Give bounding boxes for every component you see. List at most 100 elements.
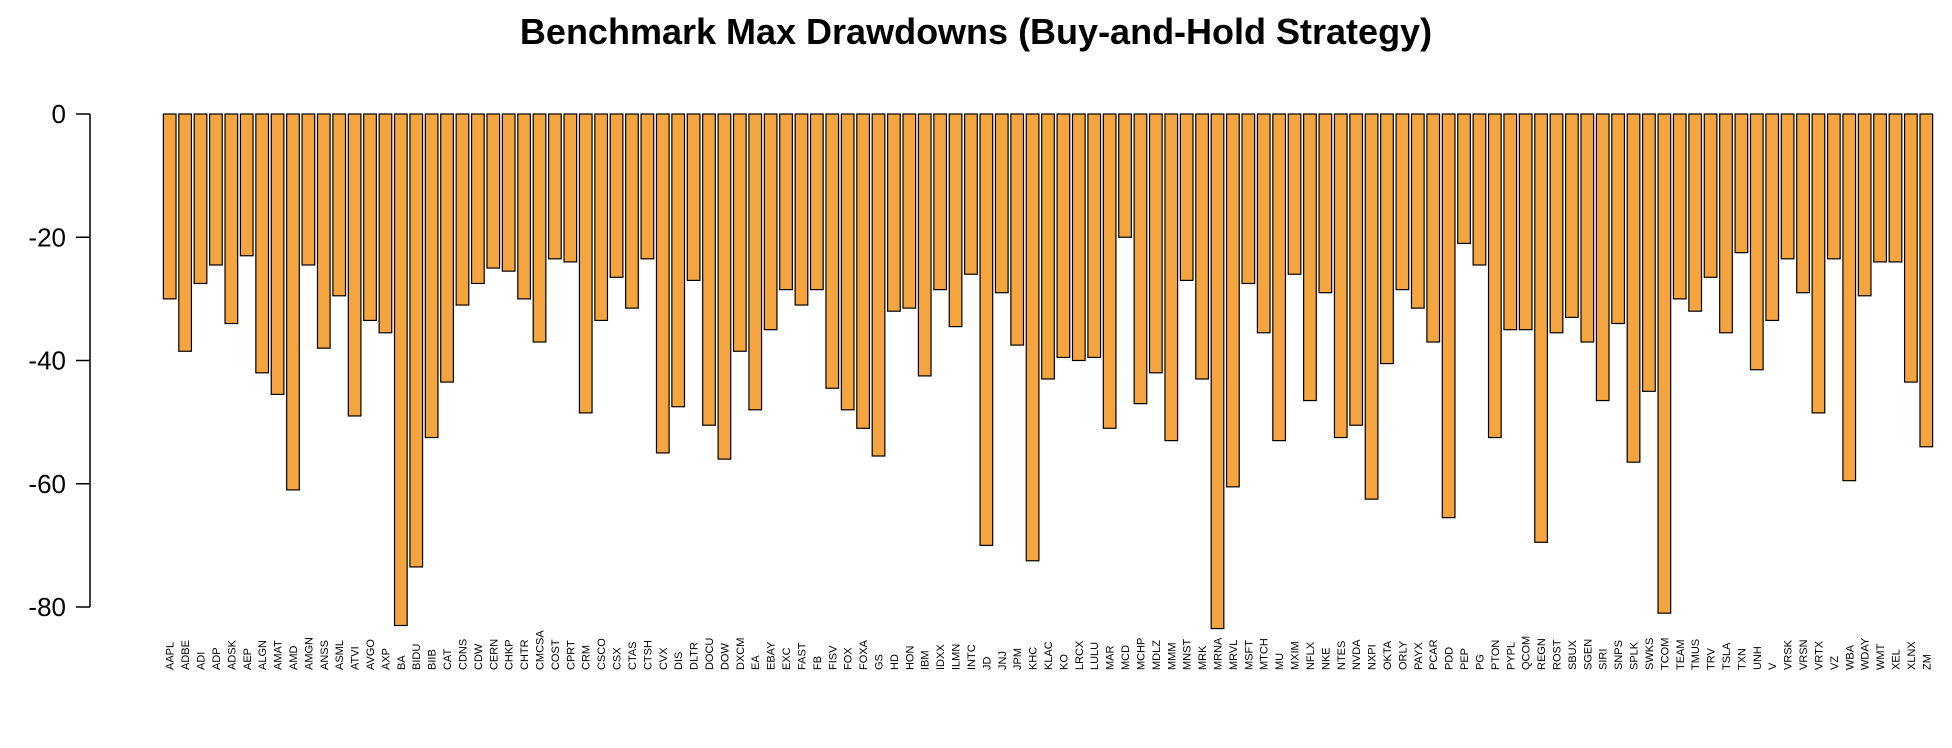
- bar-hon: [902, 113, 917, 309]
- x-tick-label-xlnx: XLNX: [1906, 641, 1918, 670]
- bar-pg: [1472, 113, 1487, 266]
- bar-nke: [1318, 113, 1333, 294]
- bar-wday: [1857, 113, 1872, 297]
- x-tick-label-wmt: WMT: [1875, 643, 1887, 670]
- bar-msft: [1241, 113, 1256, 285]
- bar-regn: [1534, 113, 1549, 543]
- x-tick-label-mtch: MTCH: [1259, 638, 1271, 670]
- x-tick-label-splk: SPLK: [1629, 641, 1641, 670]
- x-tick-label-dltr: DLTR: [689, 642, 701, 670]
- bar-ntes: [1333, 113, 1348, 439]
- bar-anss: [316, 113, 331, 349]
- bar-sbux: [1564, 113, 1579, 318]
- bar-mrk: [1195, 113, 1210, 380]
- bar-cdns: [455, 113, 470, 306]
- bar-mu: [1272, 113, 1287, 442]
- bar-amat: [270, 113, 285, 395]
- bar-jpm: [1010, 113, 1025, 346]
- x-tick-label-pg: PG: [1474, 654, 1486, 670]
- bar-exc: [779, 113, 793, 291]
- bar-mnst: [1179, 113, 1194, 281]
- x-tick-label-nflx: NFLX: [1305, 641, 1317, 670]
- x-tick-label-rost: ROST: [1551, 639, 1563, 670]
- x-tick-label-ctsh: CTSH: [642, 640, 654, 670]
- x-tick-label-adbe: ADBE: [180, 640, 192, 670]
- chart-title: Benchmark Max Drawdowns (Buy-and-Hold St…: [520, 11, 1432, 52]
- bar-idxx: [933, 113, 948, 291]
- x-tick-label-mxim: MXIM: [1290, 641, 1302, 670]
- x-tick-label-cdw: CDW: [473, 643, 485, 670]
- x-tick-label-vz: VZ: [1829, 656, 1841, 670]
- x-tick-label-v: V: [1767, 662, 1779, 670]
- x-tick-label-tcom: TCOM: [1659, 638, 1671, 670]
- bar-rost: [1549, 113, 1564, 334]
- bar-wmt: [1873, 113, 1887, 263]
- bar-ilmn: [948, 113, 963, 328]
- bar-team: [1672, 113, 1687, 300]
- bar-cost: [547, 113, 562, 260]
- x-tick-label-fast: FAST: [796, 642, 808, 670]
- bar-cat: [440, 113, 454, 383]
- bar-ea: [748, 113, 763, 411]
- bar-mrna: [1210, 113, 1225, 630]
- bar-cprt: [563, 113, 578, 263]
- x-tick-label-nke: NKE: [1320, 647, 1332, 670]
- x-tick-label-team: TEAM: [1675, 639, 1687, 670]
- bar-atvi: [347, 113, 362, 417]
- bar-tmus: [1688, 113, 1703, 312]
- x-tick-label-zm: ZM: [1921, 654, 1933, 670]
- bar-xel: [1888, 113, 1903, 263]
- x-tick-label-hon: HON: [904, 646, 916, 671]
- x-tick-label-csx: CSX: [612, 647, 624, 670]
- x-tick-label-cvx: CVX: [658, 647, 670, 670]
- x-tick-label-amgn: AMGN: [303, 637, 315, 670]
- bar-mchp: [1133, 113, 1148, 405]
- bar-aep: [239, 113, 254, 257]
- y-tick-label: -40: [28, 346, 66, 376]
- bar-intc: [964, 113, 978, 275]
- bar-mar: [1102, 113, 1117, 429]
- bar-jnj: [994, 113, 1009, 294]
- x-tick-label-mrna: MRNA: [1213, 637, 1225, 670]
- x-tick-label-pton: PTON: [1490, 640, 1502, 670]
- bar-biib: [424, 113, 439, 439]
- y-axis: 0 -20 -40 -60 -80: [28, 99, 91, 622]
- x-tick-label-chkp: CHKP: [504, 639, 516, 670]
- bar-cmcsa: [532, 113, 547, 343]
- bar-cvx: [655, 113, 670, 454]
- bar-ctas: [625, 113, 639, 309]
- bar-nxpi: [1364, 113, 1379, 500]
- bar-avgo: [363, 113, 377, 322]
- x-tick-label-ebay: EBAY: [766, 641, 778, 670]
- x-tick-label-wday: WDAY: [1860, 637, 1872, 670]
- bar-pdd: [1441, 113, 1456, 519]
- bar-nflx: [1303, 113, 1317, 402]
- y-tick-label: -60: [28, 469, 66, 499]
- bar-pton: [1487, 113, 1502, 439]
- x-tick-label-ko: KO: [1058, 654, 1070, 670]
- x-tick-label-vrsn: VRSN: [1798, 639, 1810, 670]
- bar-xlnx: [1903, 113, 1918, 383]
- bar-adsk: [224, 113, 239, 325]
- x-tick-label-adi: ADI: [196, 652, 208, 670]
- x-tick-label-tsla: TSLA: [1721, 642, 1733, 670]
- bar-chkp: [501, 113, 516, 272]
- bar-algn: [255, 113, 270, 374]
- bar-mxim: [1287, 113, 1302, 275]
- x-tick-label-fox: FOX: [843, 647, 855, 670]
- bar-amgn: [301, 113, 316, 266]
- x-tick-label-pcar: PCAR: [1428, 639, 1440, 670]
- x-tick-label-mcd: MCD: [1120, 645, 1132, 670]
- bar-fb: [809, 113, 824, 291]
- x-tick-label-msft: MSFT: [1243, 640, 1255, 670]
- x-tick-label-txn: TXN: [1736, 648, 1748, 670]
- x-tick-label-snps: SNPS: [1613, 640, 1625, 670]
- x-tick-label-algn: ALGN: [257, 640, 269, 670]
- bar-nvda: [1349, 113, 1364, 426]
- x-tick-label-fisv: FISV: [827, 645, 839, 670]
- bar-dis: [671, 113, 686, 408]
- bar-tcom: [1657, 113, 1672, 614]
- x-tick-label-swks: SWKS: [1644, 638, 1656, 670]
- bar-adi: [193, 113, 208, 285]
- bar-siri: [1595, 113, 1610, 402]
